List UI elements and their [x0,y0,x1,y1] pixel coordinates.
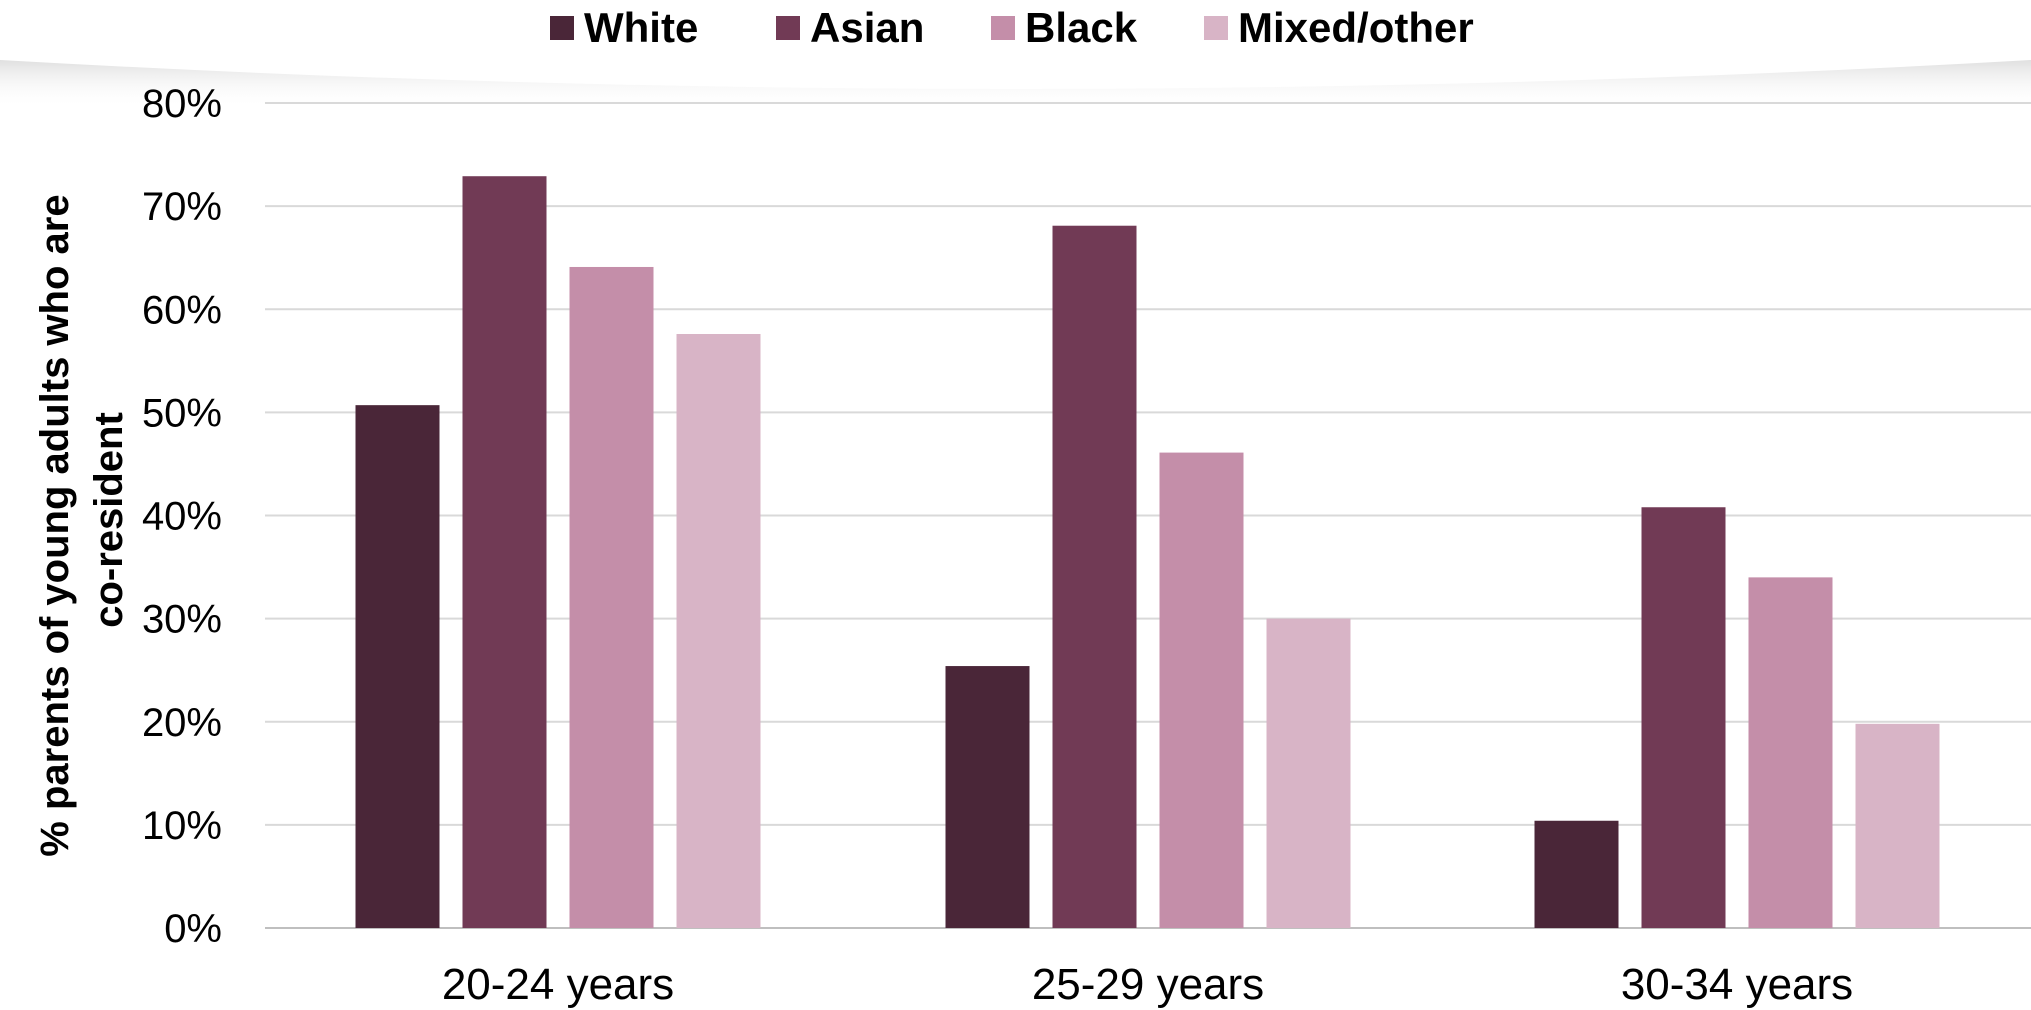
y-axis-label-line-1: % parents of young adults who are [33,194,77,856]
y-axis-ticks: 0% 10% 20% 30% 40% 50% 60% 70% 80% [142,82,222,951]
bar-mixed-other-2 [1266,618,1351,928]
bar-black-3 [1748,577,1833,928]
bar-asian-3 [1641,507,1726,928]
legend-label: Black [1025,4,1138,51]
y-axis-label-line-2: co-resident [87,412,131,628]
bar-mixed-other-1 [676,334,761,928]
x-tick-label: 30-34 years [1621,960,1853,1009]
y-tick-label: 30% [142,598,222,642]
bars [355,176,1940,928]
legend-swatch [550,16,574,40]
legend-label: Mixed/other [1238,4,1474,51]
y-tick-label: 60% [142,288,222,332]
bar-black-2 [1159,452,1244,928]
x-tick-label: 20-24 years [442,960,674,1009]
x-tick-label: 25-29 years [1032,960,1264,1009]
legend-label: White [584,4,698,51]
y-tick-label: 10% [142,804,222,848]
y-tick-label: 70% [142,185,222,229]
legend-swatch [776,16,800,40]
y-tick-label: 80% [142,82,222,126]
y-axis-label: % parents of young adults who are co-res… [33,183,131,856]
y-tick-label: 0% [164,907,222,951]
y-tick-label: 20% [142,701,222,745]
x-axis-ticks: 20-24 years 25-29 years 30-34 years [442,960,1853,1009]
bar-black-1 [569,266,654,928]
y-tick-label: 40% [142,495,222,539]
bar-white-3 [1534,820,1619,928]
legend-label: Asian [810,4,924,51]
y-tick-label: 50% [142,391,222,435]
bar-white-2 [945,666,1030,928]
bar-mixed-other-3 [1855,723,1940,928]
gridlines [265,102,2031,929]
bar-asian-1 [462,176,547,928]
legend-swatch [991,16,1015,40]
header-shadow [0,60,2031,108]
bar-white-1 [355,405,440,928]
bar-asian-2 [1052,225,1137,928]
legend: White Asian Black Mixed/other [550,4,1474,51]
legend-swatch [1204,16,1228,40]
